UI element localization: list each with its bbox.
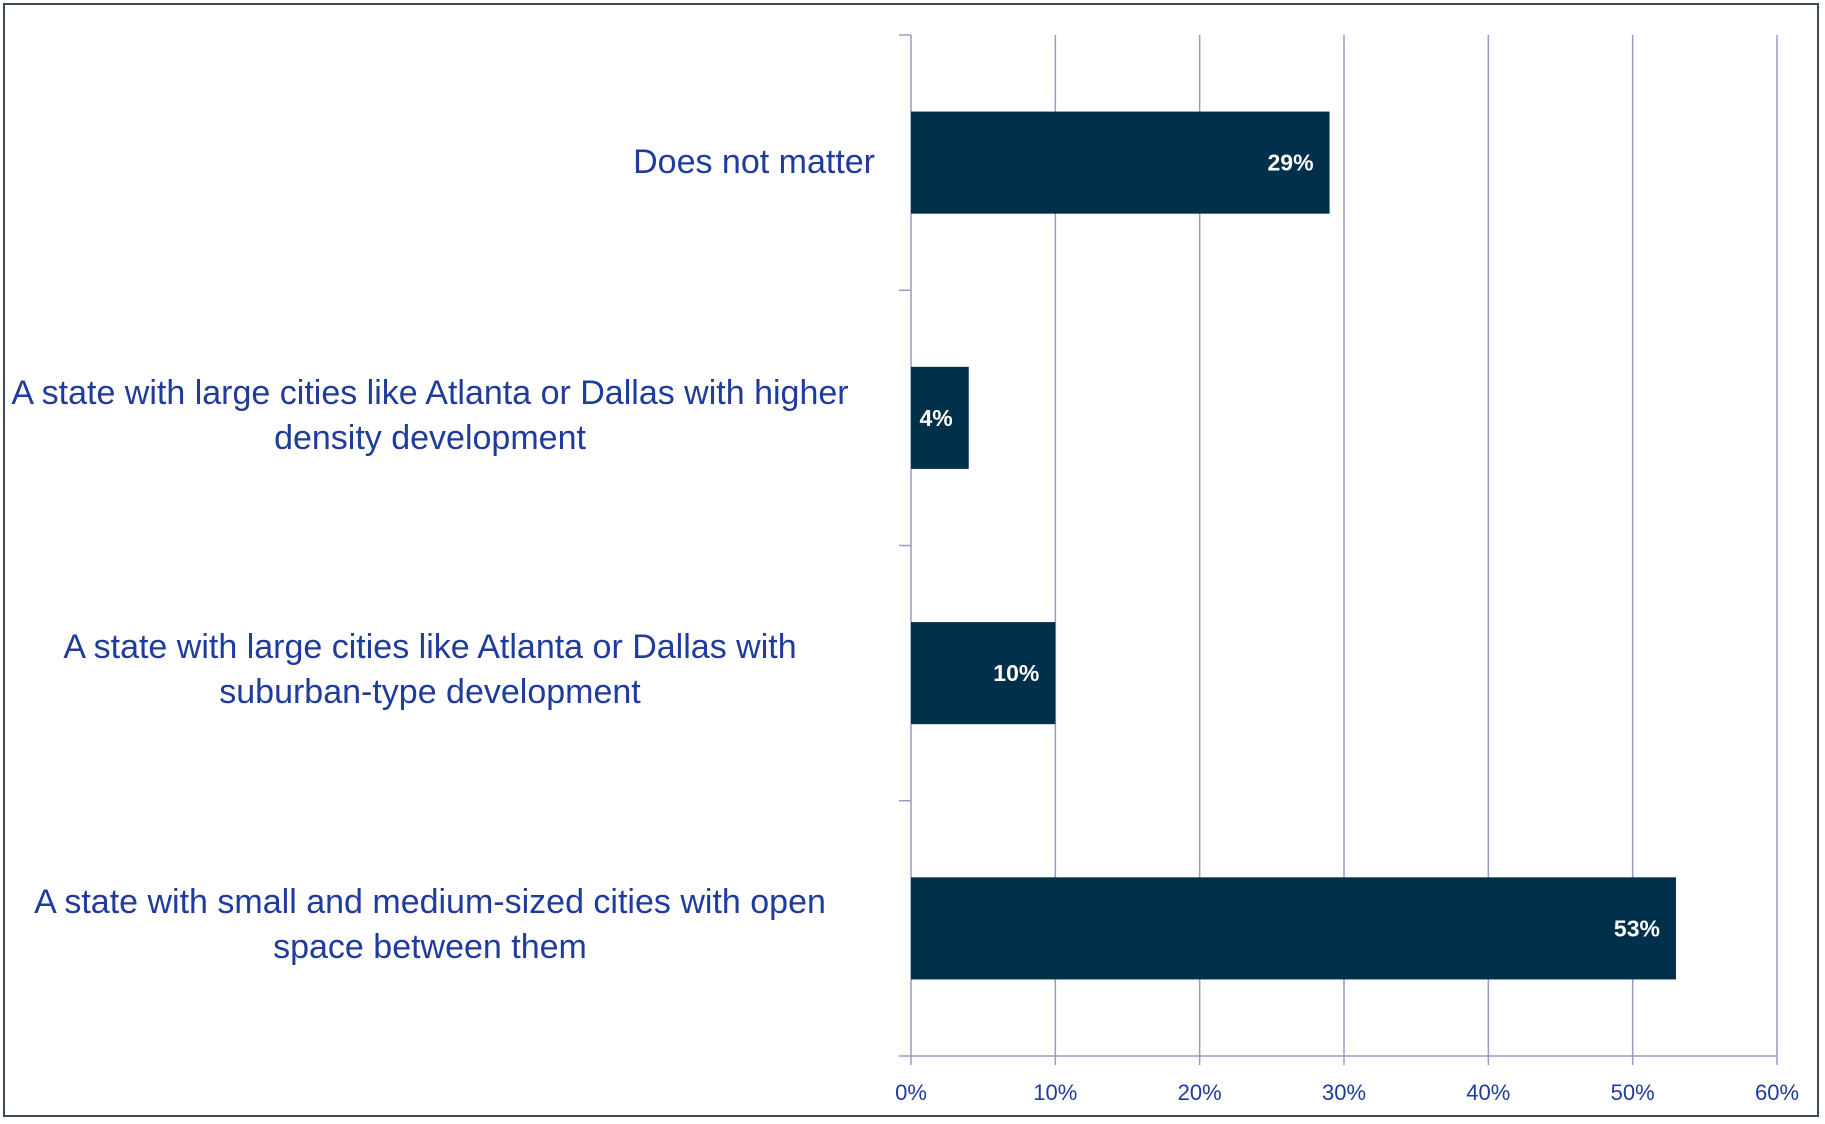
x-tick-label: 10% xyxy=(1033,1080,1077,1105)
data-label: 53% xyxy=(1614,915,1660,941)
category-label-text: A state with small and medium-sized citi… xyxy=(34,883,826,966)
bar xyxy=(911,366,969,469)
category-label-large-cities-suburban: A state with large cities like Atlanta o… xyxy=(0,625,875,715)
x-tick-label: 40% xyxy=(1466,1080,1510,1105)
bar xyxy=(911,877,1676,980)
data-label: 29% xyxy=(1268,150,1314,176)
data-label: 4% xyxy=(919,405,952,431)
category-label-text: A state with large cities like Atlanta o… xyxy=(63,628,797,711)
category-label-small-medium-cities: A state with small and medium-sized citi… xyxy=(0,880,875,970)
x-tick-label: 0% xyxy=(895,1080,927,1105)
x-tick-label: 20% xyxy=(1178,1080,1222,1105)
bar xyxy=(911,622,1056,725)
category-label-text: Does not matter xyxy=(633,143,875,181)
x-tick-label: 30% xyxy=(1322,1080,1366,1105)
category-label-does-not-matter: Does not matter xyxy=(0,140,875,185)
data-label: 10% xyxy=(993,660,1039,686)
category-label-text: A state with large cities like Atlanta o… xyxy=(11,374,849,457)
x-tick-label: 60% xyxy=(1755,1080,1799,1105)
category-label-large-cities-higher-density: A state with large cities like Atlanta o… xyxy=(0,371,875,461)
x-tick-label: 50% xyxy=(1611,1080,1655,1105)
bar xyxy=(911,111,1330,214)
